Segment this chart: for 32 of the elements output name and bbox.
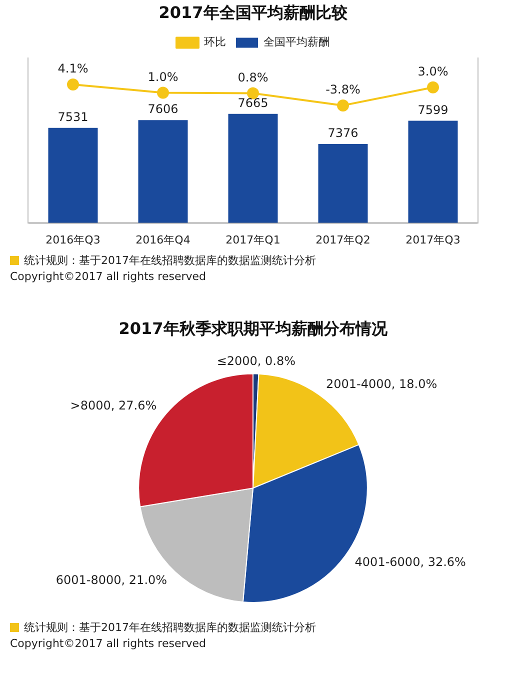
x-tick-label: 2017年Q1 bbox=[226, 233, 280, 246]
legend-label: 环比 bbox=[204, 36, 226, 49]
data-label: 1.0% bbox=[148, 70, 178, 84]
x-tick-label: 2017年Q3 bbox=[406, 233, 460, 246]
point bbox=[157, 86, 169, 99]
data-label: 7665 bbox=[238, 96, 268, 110]
slice-label: 2001-4000, 18.0% bbox=[326, 377, 438, 392]
data-label: 4.1% bbox=[58, 62, 88, 76]
slice-label: 6001-8000, 21.0% bbox=[56, 572, 168, 587]
point bbox=[427, 81, 439, 94]
data-label: -3.8% bbox=[326, 82, 360, 97]
point bbox=[337, 99, 349, 112]
x-tick-label: 2017年Q2 bbox=[316, 233, 370, 246]
x-tick-label: 2016年Q4 bbox=[136, 233, 190, 246]
text: 统计规则：基于2017年在线招聘数据库的数据监测统计分析 bbox=[24, 252, 316, 268]
point bbox=[67, 78, 79, 90]
legend-label: 全国平均薪酬 bbox=[264, 36, 330, 49]
data-label: 7376 bbox=[328, 126, 358, 140]
data-label: 7606 bbox=[148, 102, 178, 116]
text: Copyright©2017 all rights reserved bbox=[10, 270, 206, 282]
text: Copyright©2017 all rights reserved bbox=[10, 636, 206, 650]
x-tick-label: 2016年Q3 bbox=[46, 233, 100, 246]
data-label: 0.8% bbox=[238, 70, 268, 84]
slice-label: 4001-6000, 32.6% bbox=[354, 555, 466, 570]
slice-label: ≤2000, 0.8% bbox=[216, 354, 296, 368]
chart-title: 2017年秋季求职期平均薪酬分布情况 bbox=[118, 318, 388, 338]
data-label: 7599 bbox=[418, 102, 448, 117]
text: 统计规则：基于2017年在线招聘数据库的数据监测统计分析 bbox=[24, 620, 316, 634]
data-label: 7531 bbox=[58, 110, 88, 124]
slice-label: >8000, 27.6% bbox=[70, 398, 157, 412]
chart-title: 2017年全国平均薪酬比较 bbox=[158, 2, 348, 22]
data-label: 3.0% bbox=[418, 64, 448, 79]
